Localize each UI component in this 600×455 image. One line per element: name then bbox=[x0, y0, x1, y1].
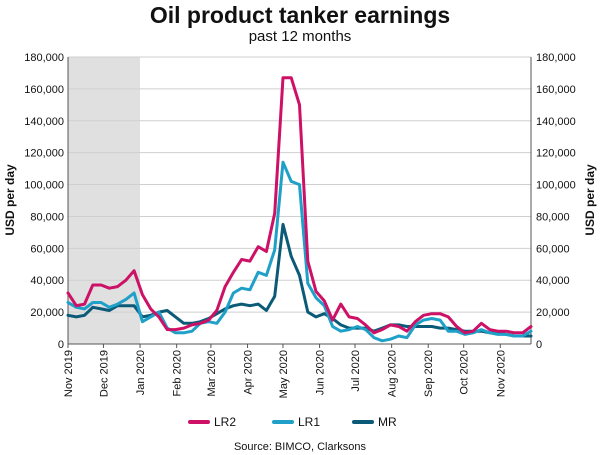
legend-label-lr1: LR1 bbox=[298, 415, 320, 429]
x-tick-label: Jul 2020 bbox=[350, 350, 362, 392]
y-tick-label-right: 120,000 bbox=[536, 148, 576, 160]
y-tick-label-left: 40,000 bbox=[30, 275, 64, 287]
y-tick-label-right: 60,000 bbox=[536, 243, 570, 255]
y-tick-label-right: 20,000 bbox=[536, 307, 570, 319]
y-tick-label-left: 0 bbox=[58, 339, 64, 351]
series-line-lr1 bbox=[66, 160, 533, 343]
x-tick-label: Sep 2020 bbox=[423, 350, 435, 397]
y-tick-label-left: 160,000 bbox=[24, 84, 64, 96]
x-tick-label: Oct 2020 bbox=[459, 350, 471, 395]
shaded-period bbox=[68, 57, 141, 344]
x-tick-label: Mar 2020 bbox=[206, 350, 218, 396]
legend-label-lr2: LR2 bbox=[214, 415, 236, 429]
y-tick-label-right: 160,000 bbox=[536, 84, 576, 96]
x-tick-label: Feb 2020 bbox=[172, 350, 184, 396]
series-line-mr bbox=[66, 222, 533, 338]
y-axis-left: 0 20,000 40,000 60,000 80,000 100,000 120,000 1… bbox=[24, 52, 64, 351]
y-tick-label-right: 80,000 bbox=[536, 211, 570, 223]
y-tick-label-left: 20,000 bbox=[30, 307, 64, 319]
series-lines bbox=[66, 76, 533, 343]
y-tick-label-right: 100,000 bbox=[536, 180, 576, 192]
x-tick-label: Aug 2020 bbox=[387, 350, 399, 397]
series-line-lr2 bbox=[66, 76, 533, 335]
source-note: Source: BIMCO, Clarksons bbox=[233, 441, 367, 453]
y-axis-right: 0 20,000 40,000 60,000 80,000 100,000 120,000 1… bbox=[536, 52, 576, 351]
x-tick-label: Nov 2020 bbox=[495, 350, 507, 397]
legend: LR2 LR1 MR bbox=[188, 415, 397, 429]
y-axis-label-left: USD per day bbox=[3, 164, 17, 236]
x-tick-label: Dec 2019 bbox=[98, 350, 110, 397]
y-tick-label-right: 0 bbox=[536, 339, 542, 351]
y-tick-label-left: 60,000 bbox=[30, 243, 64, 255]
x-tick-label: Apr 2020 bbox=[243, 350, 255, 395]
y-tick-label-right: 180,000 bbox=[536, 52, 576, 64]
y-tick-label-right: 40,000 bbox=[536, 275, 570, 287]
x-tick-label: Nov 2019 bbox=[63, 350, 75, 397]
x-tick-label: May 2020 bbox=[278, 350, 290, 398]
y-tick-label-right: 140,000 bbox=[536, 116, 576, 128]
y-tick-label-left: 80,000 bbox=[30, 211, 64, 223]
y-tick-label-left: 140,000 bbox=[24, 116, 64, 128]
chart-subtitle: past 12 months bbox=[248, 28, 352, 45]
x-axis: Nov 2019 Dec 2019 Jan 2020 Feb 2020 Mar 2020… bbox=[63, 344, 507, 398]
y-tick-label-left: 100,000 bbox=[24, 180, 64, 192]
y-axis-label-right: USD per day bbox=[583, 164, 597, 236]
legend-label-mr: MR bbox=[378, 415, 397, 429]
y-tick-label-left: 120,000 bbox=[24, 148, 64, 160]
x-tick-label: Jan 2020 bbox=[135, 350, 147, 395]
x-tick-label: Jun 2020 bbox=[315, 350, 327, 395]
chart-title: Oil product tanker earnings bbox=[149, 2, 451, 28]
y-tick-label-left: 180,000 bbox=[24, 52, 64, 64]
